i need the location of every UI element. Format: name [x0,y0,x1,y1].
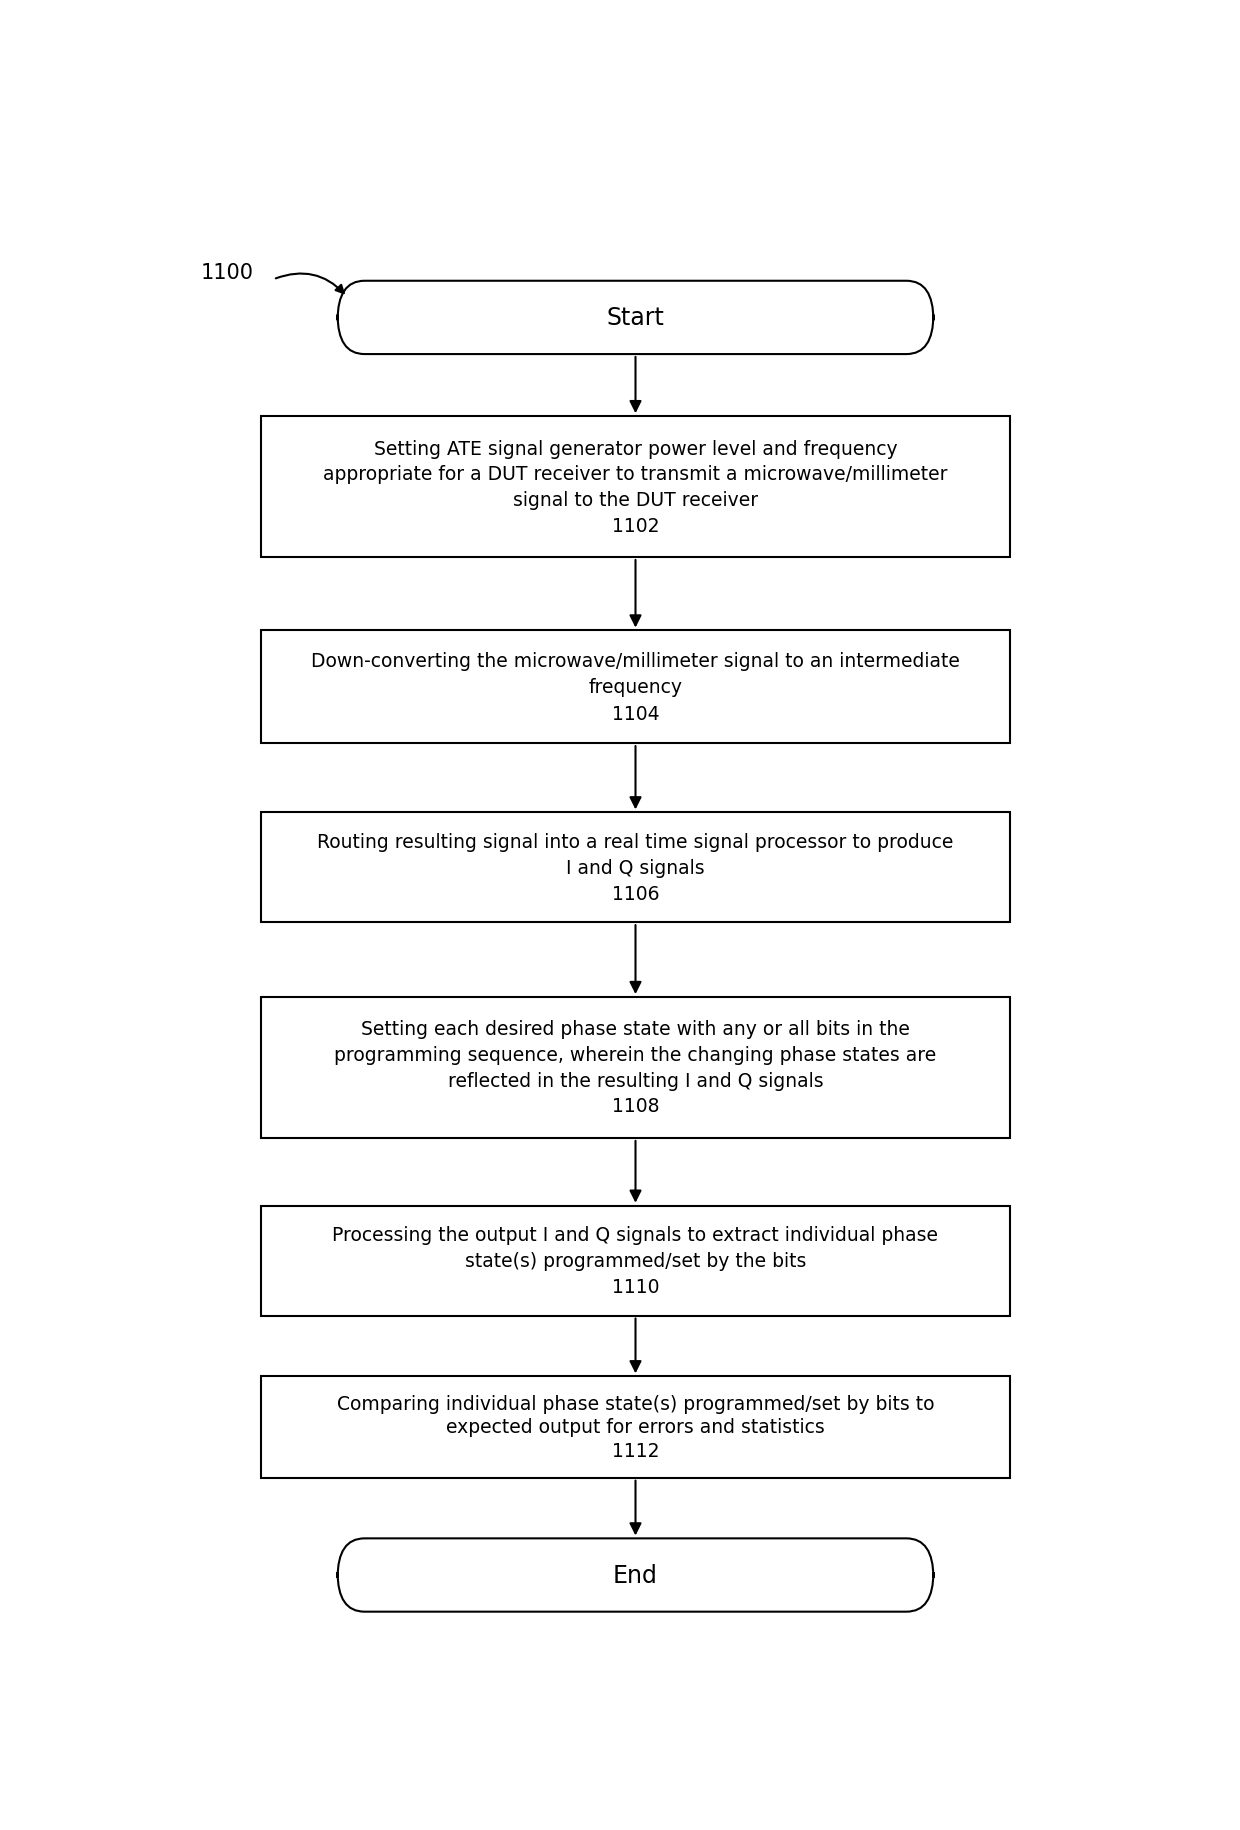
FancyBboxPatch shape [260,1376,1011,1479]
Text: Down-converting the microwave/millimeter signal to an intermediate: Down-converting the microwave/millimeter… [311,651,960,670]
FancyBboxPatch shape [260,997,1011,1138]
Text: Comparing individual phase state(s) programmed/set by bits to: Comparing individual phase state(s) prog… [337,1394,934,1413]
Text: state(s) programmed/set by the bits: state(s) programmed/set by the bits [465,1252,806,1270]
Text: Start: Start [606,306,665,329]
Text: Setting ATE signal generator power level and frequency: Setting ATE signal generator power level… [373,439,898,458]
Text: Setting each desired phase state with any or all bits in the: Setting each desired phase state with an… [361,1019,910,1039]
Text: Routing resulting signal into a real time signal processor to produce: Routing resulting signal into a real tim… [317,833,954,851]
FancyBboxPatch shape [337,1539,934,1612]
Text: 1110: 1110 [611,1277,660,1296]
Text: 1102: 1102 [611,516,660,536]
Text: 1100: 1100 [201,264,254,284]
FancyBboxPatch shape [260,631,1011,743]
Text: programming sequence, wherein the changing phase states are: programming sequence, wherein the changi… [335,1045,936,1065]
Text: reflected in the resulting I and Q signals: reflected in the resulting I and Q signa… [448,1071,823,1091]
Text: 1108: 1108 [611,1096,660,1116]
Text: 1106: 1106 [611,884,660,902]
Text: appropriate for a DUT receiver to transmit a microwave/millimeter: appropriate for a DUT receiver to transm… [324,465,947,483]
Text: signal to the DUT receiver: signal to the DUT receiver [513,490,758,511]
FancyBboxPatch shape [337,282,934,355]
FancyBboxPatch shape [260,417,1011,558]
Text: End: End [613,1563,658,1587]
Text: expected output for errors and statistics: expected output for errors and statistic… [446,1418,825,1437]
Text: frequency: frequency [589,677,682,697]
Text: 1104: 1104 [611,705,660,723]
Text: Processing the output I and Q signals to extract individual phase: Processing the output I and Q signals to… [332,1226,939,1244]
Text: 1112: 1112 [611,1442,660,1460]
FancyBboxPatch shape [260,1206,1011,1316]
Text: I and Q signals: I and Q signals [567,858,704,877]
FancyBboxPatch shape [260,813,1011,922]
